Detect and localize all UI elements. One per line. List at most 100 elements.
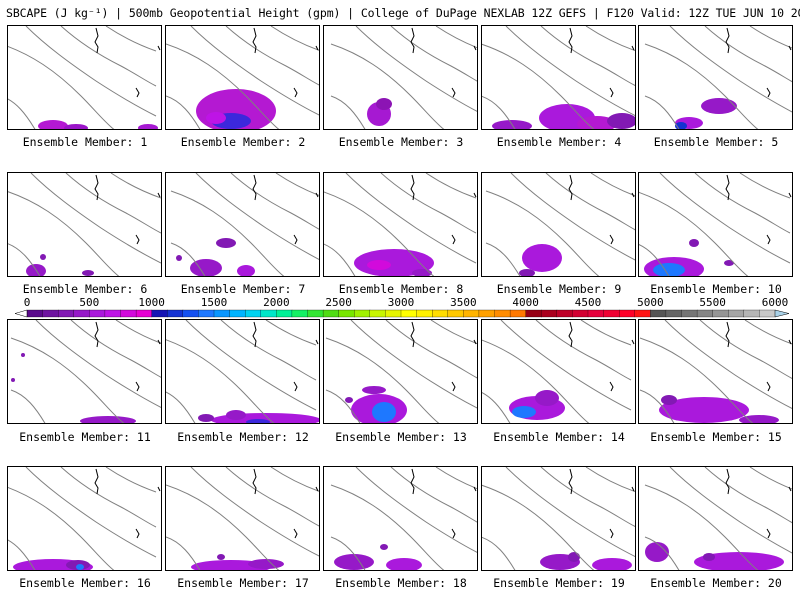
cape-area (237, 265, 255, 276)
ensemble-panel-17 (165, 466, 320, 571)
height-contour (639, 191, 749, 276)
colorbar-swatch (650, 309, 667, 318)
ensemble-panel-14 (481, 319, 636, 424)
colorbar-swatch (712, 309, 729, 318)
colorbar-swatch (681, 309, 698, 318)
height-contour (535, 320, 632, 381)
ensemble-panel-20 (638, 466, 793, 571)
ensemble-label-4: Ensemble Member: 4 (496, 135, 622, 149)
height-contour (435, 467, 477, 490)
cape-area (694, 552, 784, 570)
height-contour (699, 320, 792, 379)
cape-area (226, 410, 246, 420)
height-contour (166, 339, 275, 423)
height-contour (704, 467, 792, 524)
height-contour (324, 243, 356, 276)
height-contour (580, 320, 632, 346)
ensemble-map-13 (325, 320, 477, 423)
ensemble-label-3: Ensemble Member: 3 (338, 135, 464, 149)
coastline (94, 27, 161, 98)
ensemble-map-8 (324, 173, 477, 276)
height-contour (25, 467, 157, 558)
ensemble-label-11: Ensemble Member: 11 (19, 430, 151, 444)
height-contour (166, 536, 201, 570)
height-contour (505, 26, 635, 117)
coastline (725, 321, 792, 392)
ensemble-label-8: Ensemble Member: 8 (338, 282, 464, 296)
colorbar-swatch (58, 309, 75, 318)
ensemble-panel-16 (7, 466, 162, 571)
cape-area (701, 98, 737, 114)
ensemble-panel-8 (323, 172, 478, 277)
colorbar-swatch (743, 309, 760, 318)
height-contour (482, 43, 595, 129)
height-contour (482, 484, 595, 570)
height-contour (505, 467, 635, 558)
ensemble-label-6: Ensemble Member: 6 (22, 282, 148, 296)
height-contour (482, 536, 516, 570)
height-contour (385, 320, 477, 379)
height-contour (330, 43, 445, 129)
colorbar-tick-label: 1500 (200, 296, 228, 309)
cape-area (367, 260, 391, 270)
colorbar-swatch (525, 309, 542, 318)
height-contour (8, 98, 36, 129)
colorbar (15, 309, 790, 318)
ensemble-map-7 (170, 173, 319, 276)
height-contour (545, 173, 635, 231)
height-contour (195, 173, 319, 260)
ensemble-map-19 (482, 467, 635, 570)
cape-area (21, 353, 25, 357)
coastline (252, 468, 319, 539)
colorbar-tick-label: 0 (23, 296, 31, 309)
height-contour (166, 391, 196, 423)
ensemble-label-13: Ensemble Member: 13 (335, 430, 467, 444)
height-contour (10, 389, 46, 423)
cape-area (217, 554, 225, 560)
cape-area (40, 254, 46, 260)
ensemble-panel-7 (165, 172, 320, 277)
height-contour (225, 467, 319, 527)
colorbar-swatch (416, 309, 433, 318)
cape-area (653, 263, 685, 276)
colorbar-swatch (73, 309, 90, 318)
colorbar-swatch (432, 309, 449, 318)
height-contour (664, 320, 792, 410)
cape-area (82, 270, 94, 276)
height-contour (8, 539, 36, 570)
ensemble-label-1: Ensemble Member: 1 (22, 135, 148, 149)
height-contour (25, 26, 157, 117)
cape-area (380, 544, 388, 550)
height-contour (540, 467, 635, 528)
height-contour (110, 173, 161, 199)
ensemble-map-18 (330, 467, 477, 570)
ensemble-panel-19 (481, 466, 636, 571)
coastline (568, 174, 635, 245)
coastline (410, 27, 477, 98)
height-contour (330, 95, 366, 129)
height-contour (482, 392, 511, 423)
height-contour (345, 173, 477, 264)
ensemble-panel-15 (638, 319, 793, 424)
height-contour (669, 26, 792, 113)
height-contour (669, 467, 792, 554)
ensemble-label-16: Ensemble Member: 16 (19, 576, 151, 590)
colorbar-tick-label: 3500 (450, 296, 477, 309)
height-contour (275, 173, 319, 196)
colorbar-swatch (120, 309, 137, 318)
ensemble-map-17 (166, 467, 319, 570)
ensemble-label-9: Ensemble Member: 9 (496, 282, 622, 296)
ensemble-panel-4 (481, 25, 636, 130)
height-contour (270, 467, 319, 492)
height-contour (540, 26, 635, 87)
ensemble-map-2 (166, 26, 319, 129)
colorbar-swatch (587, 309, 605, 318)
colorbar-swatch (400, 309, 418, 318)
cape-area (645, 542, 669, 562)
colorbar-tick-label: 4000 (512, 296, 539, 309)
height-contour (639, 389, 675, 423)
ensemble-label-20: Ensemble Member: 20 (650, 576, 782, 590)
ensemble-panel-12 (165, 319, 320, 424)
height-contour (8, 46, 115, 129)
cape-area (661, 395, 677, 405)
